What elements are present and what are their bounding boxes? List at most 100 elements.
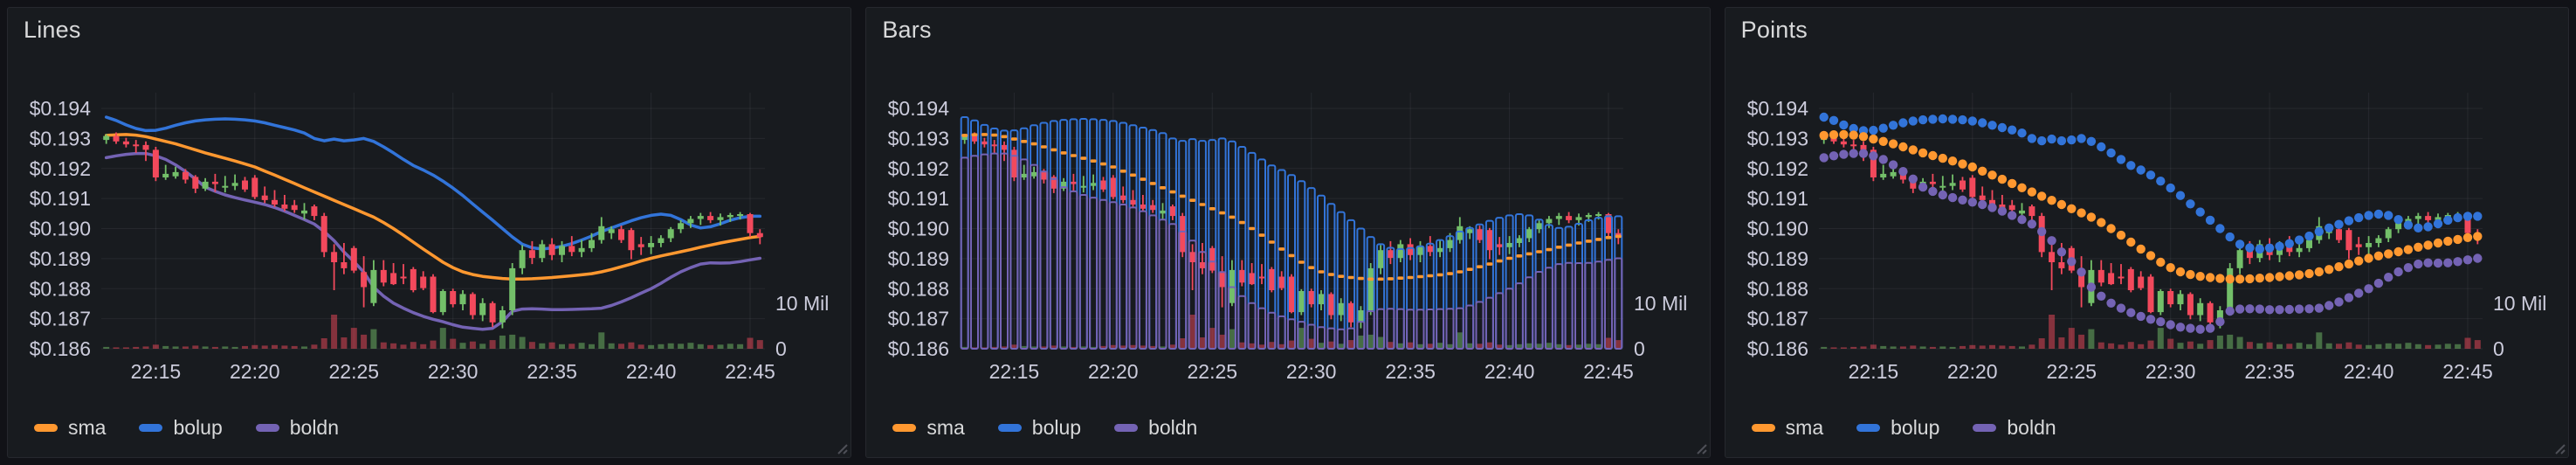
bolup-series-swatch [139,424,163,432]
svg-text:$0.190: $0.190 [30,218,91,240]
time-axis-labels: 22:15 22:20 22:25 22:30 22:35 22:40 22:45 [1848,360,2492,383]
svg-text:22:45: 22:45 [2442,360,2493,383]
svg-text:22:25: 22:25 [1188,360,1238,383]
panel-resize-handle[interactable] [2552,441,2566,455]
svg-text:$0.192: $0.192 [1746,157,1808,180]
svg-text:$0.189: $0.189 [1746,247,1808,270]
legend-item-sma[interactable]: sma [1751,416,1824,440]
legend-item-bolup[interactable]: bolup [997,416,1082,440]
panel-title[interactable]: Lines [24,17,81,43]
svg-text:22:35: 22:35 [1386,360,1436,383]
svg-text:22:35: 22:35 [2244,360,2295,383]
candlestick-chart[interactable]: $0.194 $0.193 $0.192 $0.191 $0.190 $0.189 $0.1… [873,45,1704,415]
legend-item-bolup[interactable]: bolup [139,416,223,440]
legend-item-sma[interactable]: sma [892,416,965,440]
legend-label-boldn: boldn [2007,416,2056,439]
boldn-points [1819,149,2483,334]
panel-resize-handle[interactable] [834,441,849,455]
volume-axis-labels: 10 Mil 0 [775,292,829,360]
svg-text:22:40: 22:40 [2343,360,2393,383]
candles [1820,132,2481,329]
svg-text:10 Mil: 10 Mil [2493,292,2546,315]
legend-label-bolup: bolup [1031,416,1082,439]
candles [103,132,763,329]
svg-text:10 Mil: 10 Mil [1634,292,1687,315]
svg-text:22:20: 22:20 [1088,360,1139,383]
svg-text:$0.193: $0.193 [30,127,91,149]
svg-text:$0.187: $0.187 [888,308,949,330]
panel-header[interactable]: Lines [8,8,851,45]
bolup-series-swatch [997,424,1022,432]
legend-item-bolup[interactable]: bolup [1856,416,1939,440]
svg-text:0: 0 [775,337,787,360]
legend: sma bolup boldn [34,416,339,440]
boldn-bars [961,152,1623,350]
svg-text:22:40: 22:40 [626,360,677,383]
svg-text:$0.191: $0.191 [888,187,949,210]
svg-text:$0.188: $0.188 [30,277,91,300]
legend-label-boldn: boldn [289,416,340,439]
svg-text:22:15: 22:15 [1848,360,1898,383]
legend: sma bolup boldn [1751,416,2056,440]
svg-text:$0.194: $0.194 [888,97,950,120]
svg-text:22:45: 22:45 [1584,360,1635,383]
legend-item-boldn[interactable]: boldn [255,416,340,440]
sma-line [104,133,762,281]
panel-points: Points $0.194 $0.193 $0.192 $0.191 $0.190 $0.… [1724,7,2569,458]
panel-resize-handle[interactable] [1693,441,1707,455]
svg-text:22:20: 22:20 [230,360,280,383]
candlestick-chart[interactable]: $0.194 $0.193 $0.192 $0.191 $0.190 $0.189 $0.1… [15,45,845,415]
svg-text:$0.194: $0.194 [30,97,92,120]
svg-text:$0.193: $0.193 [888,127,949,149]
legend-item-sma[interactable]: sma [34,416,106,440]
svg-text:$0.192: $0.192 [30,157,91,180]
svg-text:22:30: 22:30 [428,360,479,383]
volume-axis-labels: 10 Mil 0 [1634,292,1687,360]
svg-text:10 Mil: 10 Mil [775,292,829,315]
panel-header[interactable]: Bars [866,8,1709,45]
boldn-series-swatch [1973,424,1997,432]
svg-text:$0.189: $0.189 [30,247,91,270]
candlestick-chart[interactable]: $0.194 $0.193 $0.192 $0.191 $0.190 $0.189 $0.1… [1732,45,2563,415]
svg-text:22:30: 22:30 [1286,360,1337,383]
svg-text:$0.191: $0.191 [30,187,91,210]
legend-item-boldn[interactable]: boldn [1973,416,2056,440]
sma-points [1819,129,2483,284]
svg-text:$0.188: $0.188 [1746,277,1808,300]
svg-text:$0.193: $0.193 [1746,127,1808,149]
volume-bars [961,315,1622,349]
boldn-series-swatch [1114,424,1139,432]
price-axis-labels: $0.194 $0.193 $0.192 $0.191 $0.190 $0.189 $0.1… [888,97,950,360]
candles [961,132,1622,329]
svg-text:$0.191: $0.191 [1746,187,1808,210]
svg-text:$0.190: $0.190 [1746,218,1808,240]
sma-series-swatch [892,424,917,432]
svg-text:0: 0 [1634,337,1645,360]
panel-bars: Bars $0.194 $0.193 $0.192 $0.191 $0.190 $0.18… [865,7,1711,458]
svg-text:$0.194: $0.194 [1746,97,1808,120]
svg-text:0: 0 [2493,337,2504,360]
legend-label-sma: sma [68,416,107,439]
svg-text:22:25: 22:25 [329,360,380,383]
svg-text:22:45: 22:45 [725,360,775,383]
svg-text:22:15: 22:15 [989,360,1040,383]
svg-text:$0.192: $0.192 [888,157,949,180]
legend-item-boldn[interactable]: boldn [1114,416,1197,440]
legend-label-boldn: boldn [1148,416,1198,439]
svg-text:$0.187: $0.187 [1746,308,1808,330]
legend-label-sma: sma [1785,416,1824,439]
time-axis-labels: 22:15 22:20 22:25 22:30 22:35 22:40 22:45 [989,360,1634,383]
panel-header[interactable]: Points [1725,8,2568,45]
svg-text:22:30: 22:30 [2146,360,2196,383]
svg-text:$0.187: $0.187 [30,308,91,330]
svg-text:$0.186: $0.186 [30,337,91,360]
legend-label-bolup: bolup [1891,416,1940,439]
svg-text:22:40: 22:40 [1484,360,1535,383]
svg-text:$0.190: $0.190 [888,218,949,240]
bolup-line [104,115,762,251]
panel-title[interactable]: Points [1740,17,1808,43]
price-axis-labels: $0.194 $0.193 $0.192 $0.191 $0.190 $0.189 $0.1… [30,97,92,360]
sma-bars [961,133,1622,281]
boldn-series-swatch [255,424,279,432]
panel-title[interactable]: Bars [882,17,932,43]
